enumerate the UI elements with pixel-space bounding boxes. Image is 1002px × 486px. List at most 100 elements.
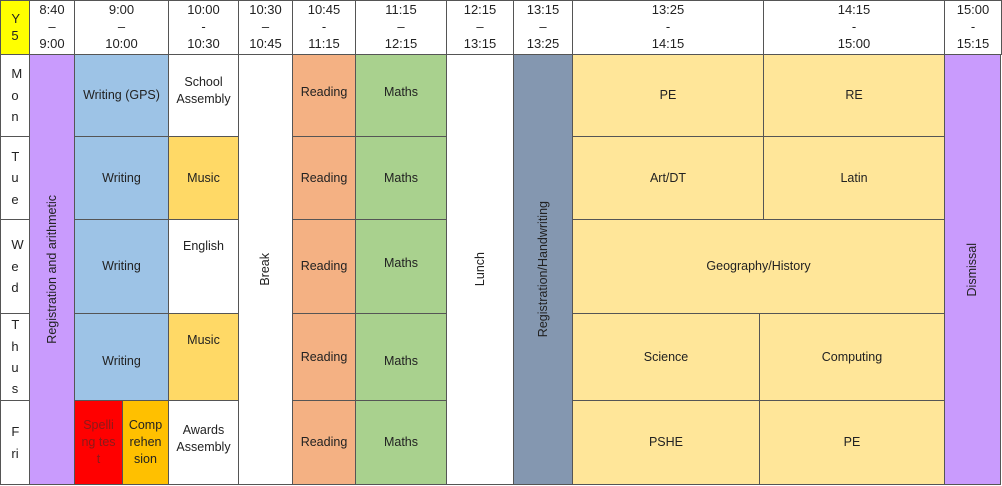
- cell-text: Awards Assembly: [176, 422, 231, 454]
- time-start: 11:15: [385, 2, 417, 18]
- thu-music: Music: [168, 313, 239, 401]
- time-sep: –: [48, 19, 56, 35]
- time-start: 8:40: [39, 2, 65, 18]
- cell-text: PE: [659, 88, 677, 103]
- day-fri: Fri: [0, 400, 30, 485]
- cell-text: Computing: [821, 349, 883, 364]
- time-header: 8:40–9:00: [29, 0, 75, 55]
- day-label: Thus: [11, 317, 20, 397]
- time-end: 10:30: [187, 35, 220, 51]
- time-end: 10:45: [249, 35, 282, 51]
- cell-text: Break: [258, 253, 273, 286]
- day-label: Tue: [11, 148, 20, 207]
- time-header: 13:15–13:25: [513, 0, 573, 55]
- day-label: Wed: [11, 237, 24, 296]
- cell-text: Science: [643, 349, 689, 364]
- cell-text: Music: [187, 170, 220, 185]
- time-sep: –: [117, 19, 126, 35]
- time-end: 13:15: [463, 35, 497, 51]
- time-end: 15:15: [956, 35, 990, 51]
- time-end: 10:00: [105, 35, 138, 51]
- wed-reading: Reading: [292, 219, 356, 314]
- thu-reading: Reading: [292, 313, 356, 401]
- tue-latin: Latin: [763, 136, 945, 220]
- time-end: 14:15: [651, 35, 685, 51]
- day-mon: Mon: [0, 54, 30, 137]
- mon-assembly: School Assembly: [168, 54, 239, 137]
- mon-reading: Reading: [292, 54, 356, 137]
- wed-writing: Writing: [74, 219, 169, 314]
- time-header: 10:30–10:45: [238, 0, 293, 55]
- cell-text: Spelling test: [81, 418, 116, 466]
- time-header: 9:00–10:00: [74, 0, 169, 55]
- tue-music: Music: [168, 136, 239, 220]
- time-sep: –: [261, 19, 270, 35]
- mon-writing: Writing (GPS): [74, 54, 169, 137]
- thu-maths: Maths: [355, 313, 447, 401]
- time-sep: -: [970, 19, 976, 35]
- tue-reading: Reading: [292, 136, 356, 220]
- break-cell: Break: [238, 54, 293, 485]
- cell-text: Maths: [383, 256, 419, 271]
- mon-pe: PE: [572, 54, 764, 137]
- fri-reading: Reading: [292, 400, 356, 485]
- tue-writing: Writing: [74, 136, 169, 220]
- fri-comprehension: Comprehension: [122, 400, 169, 485]
- cell-text: Latin: [840, 170, 868, 185]
- tue-artdt: Art/DT: [572, 136, 764, 220]
- registration-handwriting-cell: Registration/Handwriting: [513, 54, 573, 485]
- time-sep: -: [321, 19, 327, 35]
- cell-text: Reading: [300, 170, 348, 185]
- time-sep: –: [397, 19, 405, 35]
- time-start: 10:45: [307, 2, 341, 18]
- time-start: 9:00: [108, 2, 135, 18]
- cell-text: Geography/History: [706, 259, 811, 274]
- time-header: 15:00-15:15: [944, 0, 1002, 55]
- time-header: 12:15–13:15: [446, 0, 514, 55]
- dismissal-cell: Dismissal: [944, 54, 1001, 485]
- time-start: 14:15: [837, 2, 871, 18]
- day-label: Mon: [11, 66, 23, 125]
- thu-science: Science: [572, 313, 760, 401]
- time-end: 9:00: [39, 35, 65, 51]
- cell-text: PE: [843, 435, 861, 450]
- fri-awards-assembly: Awards Assembly: [168, 400, 239, 485]
- cell-text: Art/DT: [649, 170, 687, 185]
- time-end: 15:00: [837, 35, 871, 51]
- cell-text: Maths: [383, 353, 419, 368]
- fri-spelling-test: Spelling test: [74, 400, 123, 485]
- cell-text: Lunch: [472, 252, 487, 287]
- mon-re: RE: [763, 54, 945, 137]
- cell-text: Writing: [102, 259, 141, 274]
- time-end: 13:25: [526, 35, 560, 51]
- fri-maths: Maths: [355, 400, 447, 485]
- thu-writing: Writing: [74, 313, 169, 401]
- cell-text: English: [183, 239, 224, 253]
- cell-text: Reading: [300, 349, 348, 364]
- wed-maths: Maths: [355, 219, 447, 314]
- time-sep: –: [539, 19, 547, 35]
- time-header: 13:25-14:15: [572, 0, 764, 55]
- time-start: 15:00: [956, 2, 990, 18]
- time-sep: –: [476, 19, 484, 35]
- cell-text: Reading: [300, 435, 348, 450]
- cell-text: Music: [187, 333, 220, 347]
- time-end: 12:15: [384, 35, 418, 51]
- cell-text: RE: [845, 88, 863, 103]
- cell-text: Maths: [383, 435, 419, 450]
- day-label: Fri: [11, 424, 20, 461]
- cell-text: Writing: [102, 170, 141, 185]
- thu-computing: Computing: [759, 313, 945, 401]
- time-end: 11:15: [308, 35, 340, 51]
- cell-text: PSHE: [648, 435, 684, 450]
- time-start: 10:30: [249, 2, 282, 18]
- time-sep: -: [851, 19, 857, 35]
- fri-pe: PE: [759, 400, 945, 485]
- time-header: 11:15–12:15: [355, 0, 447, 55]
- time-sep: -: [665, 19, 671, 35]
- day-tue: Tue: [0, 136, 30, 220]
- cell-text: Reading: [300, 85, 348, 100]
- cell-text: School Assembly: [176, 74, 231, 106]
- time-header: 10:00-10:30: [168, 0, 239, 55]
